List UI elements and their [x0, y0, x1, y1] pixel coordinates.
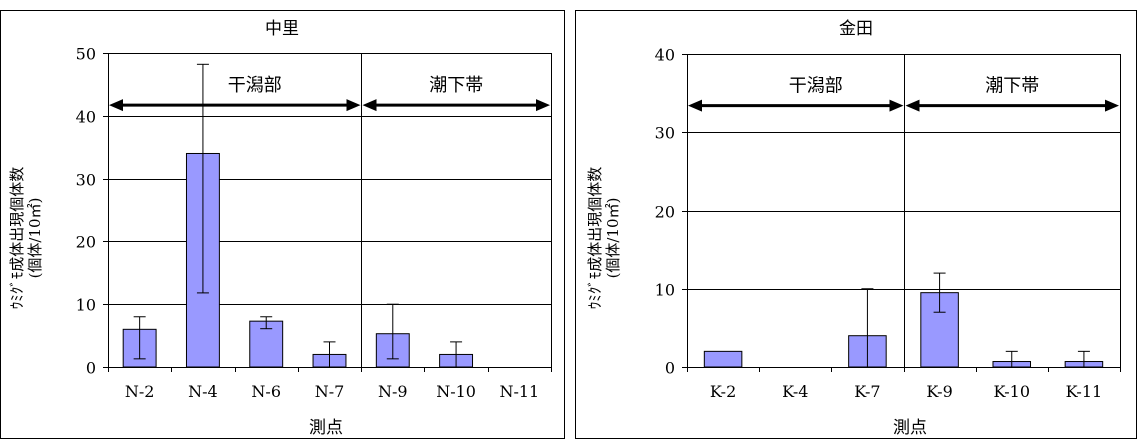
y-tick-label: 20: [655, 203, 675, 222]
x-axis-label: 測点: [893, 418, 927, 438]
plot-background: [108, 53, 552, 368]
zone-label: 干潟部: [228, 75, 282, 96]
chart-kaneda: 金田 測点 ｳﾐｸﾞﾓ成体出現個体数 (個体/10㎡) 0 10 20 30 40 K-2…: [575, 10, 1137, 439]
zone-label: 干潟部: [789, 76, 843, 97]
x-tick-label: N-4: [188, 382, 218, 401]
arrow-head-right: [536, 99, 550, 112]
plot-border: [108, 53, 552, 368]
x-tick-label: N-7: [315, 382, 345, 401]
x-tick-label: K-2: [710, 382, 736, 401]
y-axis-label: ｳﾐｸﾞﾓ成体出現個体数 (個体/10㎡): [8, 167, 44, 310]
plot-area: 0 10 20 30 40 50 N-2 N-4 N-6 N-7 N-9 N-10 N-11 干潟部 潮下帯: [76, 45, 552, 401]
arrow-head-left: [109, 99, 123, 112]
y-tick-label: 0: [86, 359, 96, 378]
arrow-head-left: [905, 99, 920, 112]
y-tick-label: 40: [76, 108, 96, 127]
x-tick-label: K-7: [854, 382, 880, 401]
x-tick-label: N-11: [499, 382, 539, 401]
y-tick-label: 20: [76, 233, 96, 252]
y-axis-label-line2: (個体/10㎡): [604, 198, 622, 279]
y-axis-label-line1: ｳﾐｸﾞﾓ成体出現個体数: [586, 167, 604, 310]
arrow-head-right: [889, 99, 904, 112]
x-tick-label: K-11: [1066, 382, 1103, 401]
arrow-head-right: [346, 99, 361, 112]
x-tick-label: N-6: [251, 382, 281, 401]
y-tick-label: 30: [655, 124, 675, 143]
arrow-head-right: [1105, 99, 1119, 112]
y-tick-label: 50: [76, 45, 96, 64]
chart-title: 中里: [265, 19, 299, 39]
plot-area: 0 10 20 30 40 K-2 K-4 K-7 K-9 K-10 K-11 干潟部 潮下帯: [655, 46, 1121, 401]
x-tick-label: N-9: [378, 382, 408, 401]
bar-K-2: [703, 350, 743, 368]
y-tick-label: 40: [655, 46, 675, 65]
x-tick-label: K-4: [782, 382, 808, 401]
y-tick-label: 10: [76, 296, 96, 315]
y-tick-label: 30: [76, 171, 96, 190]
x-tick-label: K-10: [993, 382, 1030, 401]
y-tick-label: 0: [665, 359, 675, 378]
arrow-head-left: [362, 99, 377, 112]
x-tick-label: N-2: [125, 382, 155, 401]
y-tick-label: 10: [655, 281, 675, 300]
x-tick-label: N-10: [436, 382, 476, 401]
y-axis-label: ｳﾐｸﾞﾓ成体出現個体数 (個体/10㎡): [586, 167, 622, 310]
chart-nakazato: 中里 測点 ｳﾐｸﾞﾓ成体出現個体数 (個体/10㎡) 0 10 20 30 40 50 N…: [0, 10, 565, 439]
y-axis-label-line1: ｳﾐｸﾞﾓ成体出現個体数: [8, 167, 26, 310]
zone-label: 潮下帯: [985, 76, 1039, 97]
zone-label: 潮下帯: [429, 75, 483, 96]
arrow-head-left: [688, 99, 702, 112]
x-axis-label: 測点: [309, 418, 343, 438]
x-tick-label: K-9: [926, 382, 952, 401]
chart-title: 金田: [839, 19, 873, 39]
y-axis-label-line2: (個体/10㎡): [26, 198, 44, 279]
